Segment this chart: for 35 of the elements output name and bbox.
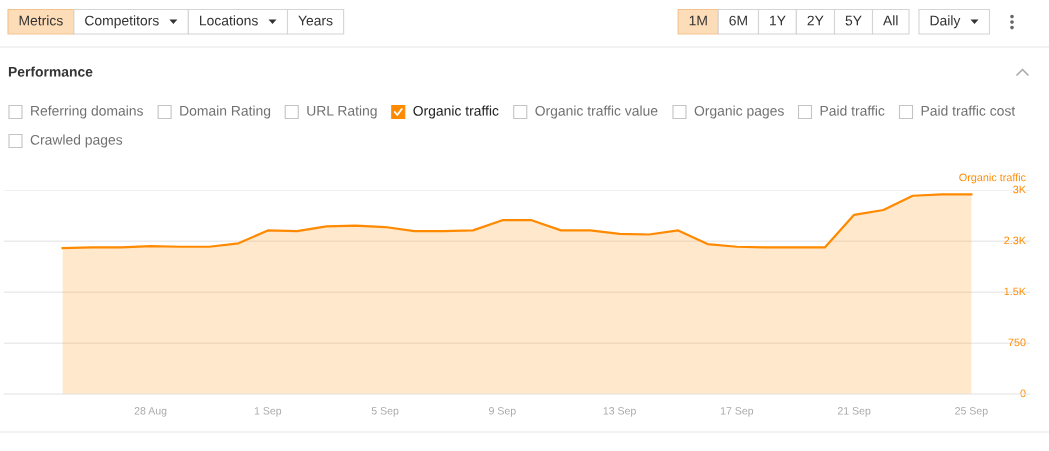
text: Locations xyxy=(200,15,258,26)
text: Years xyxy=(298,15,333,26)
x-tick-label: 9 Sep xyxy=(489,407,516,417)
text: URL Rating xyxy=(307,105,377,119)
text: Metrics xyxy=(19,15,63,26)
text: Domain Rating xyxy=(180,105,271,119)
x-tick-label: 17 Sep xyxy=(720,407,754,417)
y-axis-title: Organic traffic xyxy=(959,173,1026,184)
text: 1Y xyxy=(770,15,786,26)
y-tick-label: 750 xyxy=(1008,338,1026,347)
x-tick-label: 21 Sep xyxy=(837,407,871,417)
text: Crawled pages xyxy=(30,134,123,148)
text: Organic traffic value xyxy=(535,105,658,119)
text: Referring domains xyxy=(31,105,143,119)
text: Organic traffic xyxy=(413,105,499,119)
chart-title: Performance xyxy=(8,66,93,77)
text: 2Y xyxy=(807,15,824,26)
x-tick-label: 5 Sep xyxy=(371,407,399,417)
x-tick-label: 1 Sep xyxy=(254,407,282,417)
y-tick-label: 1.5K xyxy=(1004,287,1026,296)
y-tick-label: 2.3K xyxy=(1004,236,1026,245)
x-tick-label: 25 Sep xyxy=(955,407,988,417)
text: 5Y xyxy=(845,15,862,26)
text: 6M xyxy=(729,15,747,26)
y-tick-label: 0 xyxy=(1020,389,1026,398)
text: All xyxy=(883,15,898,26)
text: Organic pages xyxy=(694,105,784,119)
text: Competitors xyxy=(85,15,159,29)
y-tick-label: 3K xyxy=(1013,185,1026,194)
text: Daily xyxy=(930,15,961,29)
x-tick-label: 13 Sep xyxy=(603,407,636,417)
text: 1M xyxy=(689,15,707,26)
text: Paid traffic cost xyxy=(921,105,1016,116)
text: Paid traffic xyxy=(820,105,885,116)
x-tick-label: 28 Aug xyxy=(134,407,167,417)
